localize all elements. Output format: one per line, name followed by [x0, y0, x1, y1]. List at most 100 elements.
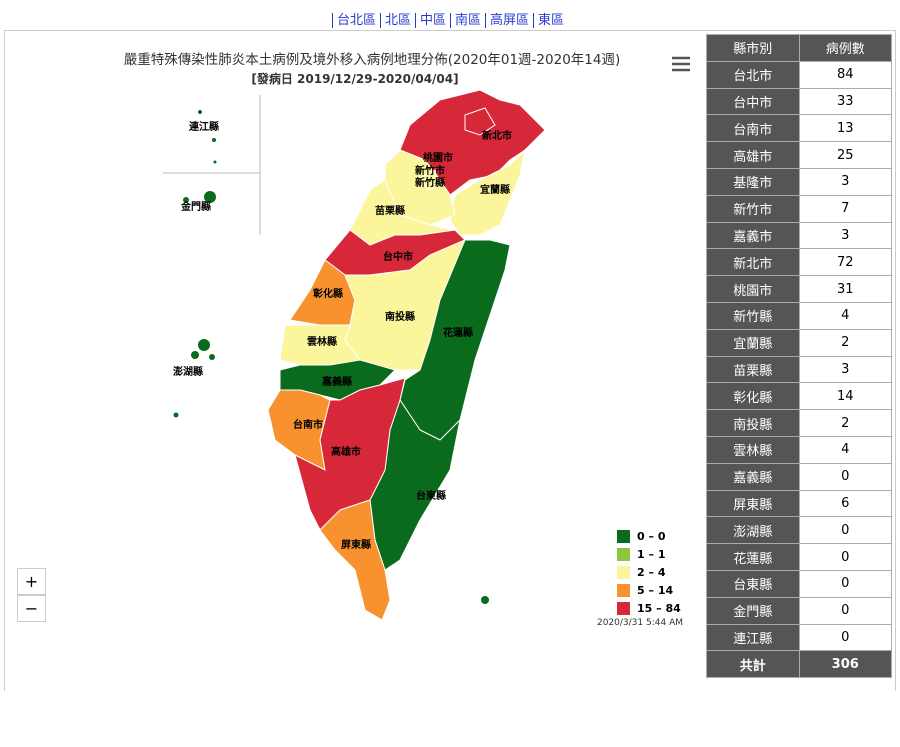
legend-swatch — [617, 530, 630, 543]
county-name: 台北市 — [706, 60, 800, 89]
nav: 台北區 北區 中區 南區 高屏區 東區 — [0, 9, 900, 28]
case-count: 84 — [798, 60, 892, 89]
map-title: 嚴重特殊傳染性肺炎本土病例及境外移入病例地理分佈(2020年01週-2020年1… — [124, 51, 620, 68]
island — [481, 596, 489, 604]
legend-label: 2 – 4 — [637, 566, 666, 579]
county-name: 嘉義縣 — [706, 462, 800, 491]
table-row: 彰化縣 14 — [706, 382, 892, 411]
region-label: 嘉義縣 — [321, 375, 352, 388]
zoom-in[interactable]: + — [17, 568, 46, 595]
case-count: 3 — [798, 167, 892, 196]
nav-link[interactable]: 中區 — [414, 13, 450, 28]
nav-link[interactable]: 台北區 — [331, 13, 380, 28]
table-row: 南投縣 2 — [706, 409, 892, 437]
islands — [173, 110, 489, 604]
table-row: 澎湖縣 0 — [706, 516, 892, 545]
county-name: 澎湖縣 — [706, 516, 800, 545]
county-name: 金門縣 — [706, 596, 800, 625]
county-name: 雲林縣 — [706, 435, 800, 464]
island — [212, 138, 216, 142]
regions — [267, 89, 546, 621]
table-row: 台中市 33 — [706, 87, 892, 116]
case-count: 7 — [798, 194, 892, 223]
case-count: 6 — [798, 489, 892, 518]
island — [213, 160, 217, 164]
county-name: 新竹縣 — [706, 301, 800, 330]
region-label: 屏東縣 — [340, 538, 371, 551]
case-count: 0 — [798, 516, 892, 545]
table-row: 台東縣 0 — [706, 569, 892, 598]
case-count: 31 — [798, 275, 892, 303]
case-count: 0 — [798, 623, 892, 652]
case-count: 3 — [798, 355, 892, 384]
case-table: 縣市別 病例數 台北市 84 台中市 33 台南市 13 高雄市 25 基隆市 3 新竹市 7 嘉義市 3 新北… — [706, 34, 892, 679]
county-name: 高雄市 — [706, 141, 800, 169]
legend-label: 1 – 1 — [637, 548, 665, 561]
region-label: 高雄市 — [331, 445, 361, 458]
case-count: 25 — [798, 141, 892, 169]
menu-icon[interactable] — [672, 56, 690, 72]
case-count: 0 — [798, 462, 892, 491]
table-row: 雲林縣 4 — [706, 435, 892, 464]
island — [204, 191, 216, 203]
region-label: 台中市 — [383, 250, 413, 263]
table-row: 苗栗縣 3 — [706, 355, 892, 384]
case-count: 14 — [798, 382, 892, 411]
nav-link[interactable]: 東區 — [533, 13, 569, 28]
county-name: 屏東縣 — [706, 489, 800, 518]
table-row: 新竹市 7 — [706, 194, 892, 223]
nav-link[interactable]: 南區 — [450, 13, 486, 28]
table-header: 病例數 — [798, 34, 892, 62]
island — [183, 197, 189, 203]
table-row: 花蓮縣 0 — [706, 543, 892, 571]
zoom-out[interactable]: − — [17, 595, 46, 622]
region-label: 澎湖縣 — [173, 365, 203, 378]
total-label: 共計 — [706, 650, 800, 679]
table-row: 基隆市 3 — [706, 167, 892, 196]
island — [209, 354, 215, 360]
legend-label: 0 – 0 — [637, 530, 666, 543]
table-row: 台南市 13 — [706, 114, 892, 143]
region — [319, 499, 391, 621]
county-name: 彰化縣 — [706, 382, 800, 411]
nav-link[interactable]: 北區 — [379, 13, 415, 28]
case-count: 3 — [798, 221, 892, 250]
region — [294, 377, 406, 531]
county-name: 新竹市 — [706, 194, 800, 223]
case-count: 0 — [798, 596, 892, 625]
county-name: 基隆市 — [706, 167, 800, 196]
case-count: 2 — [798, 409, 892, 437]
legend-swatch — [617, 584, 630, 597]
case-count: 72 — [798, 248, 892, 277]
legend-label: 15 – 84 — [637, 602, 681, 615]
region-label: 彰化縣 — [313, 287, 343, 300]
island — [198, 339, 210, 351]
case-count: 33 — [798, 87, 892, 116]
case-count: 13 — [798, 114, 892, 143]
county-name: 桃園市 — [706, 275, 800, 303]
timestamp: 2020/3/31 5:44 AM — [597, 618, 683, 628]
map-subtitle: [發病日 2019/12/29-2020/04/04] — [251, 71, 458, 86]
island — [191, 351, 199, 359]
table-row: 新北市 72 — [706, 248, 892, 277]
region-label: 新竹縣 — [415, 176, 445, 189]
case-count: 4 — [798, 435, 892, 464]
total-row: 共計 306 — [706, 650, 892, 679]
nav-link[interactable]: 高屏區 — [485, 13, 534, 28]
region — [464, 107, 496, 136]
region-label: 台南市 — [293, 418, 323, 431]
table-row: 宜蘭縣 2 — [706, 328, 892, 357]
county-name: 台南市 — [706, 114, 800, 143]
region-label: 新北市 — [482, 129, 512, 142]
county-name: 台東縣 — [706, 569, 800, 598]
table-row: 台北市 84 — [706, 60, 892, 89]
region — [449, 148, 526, 236]
region-label: 新竹市 — [415, 164, 445, 177]
region — [419, 169, 441, 191]
table-row: 連江縣 0 — [706, 623, 892, 652]
table-row: 新竹縣 4 — [706, 301, 892, 330]
table-header: 縣市別 — [706, 34, 800, 62]
region-label: 連江縣 — [189, 120, 219, 133]
island — [198, 110, 202, 114]
